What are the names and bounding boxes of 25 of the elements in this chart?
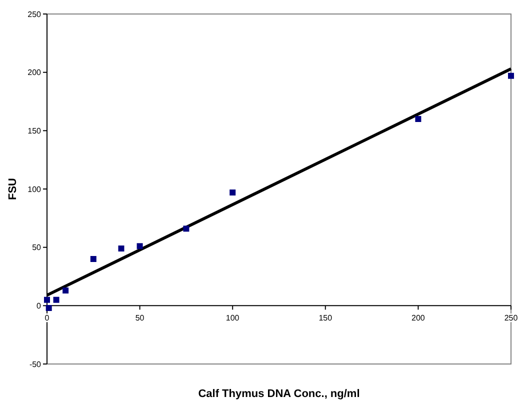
point	[118, 246, 124, 252]
y-tick-label: 150	[28, 126, 42, 136]
point	[46, 305, 52, 311]
y-tick-label: 200	[28, 68, 42, 78]
x-tick-label: 200	[412, 314, 426, 323]
x-tick-label: 150	[318, 314, 333, 323]
y-tick-label: 100	[28, 184, 42, 194]
x-tick-label: 50	[135, 314, 145, 323]
point	[44, 296, 50, 303]
point	[136, 243, 143, 250]
y-tick-label: 0	[36, 301, 42, 310]
point	[62, 288, 69, 294]
y-tick-label: -50	[29, 360, 42, 369]
point	[53, 296, 60, 303]
point	[230, 190, 236, 196]
point	[183, 226, 190, 232]
point	[90, 256, 96, 262]
x-tick-label: 250	[504, 314, 518, 323]
point	[415, 116, 422, 122]
x-axis-title: Calf Thymus DNA Conc., ng/ml	[198, 388, 360, 400]
y-tick-label: 50	[32, 243, 42, 252]
point	[508, 72, 514, 79]
y-axis-title: FSU	[7, 178, 19, 200]
y-tick-label: 250	[28, 10, 42, 19]
x-tick-label: 100	[226, 314, 240, 323]
